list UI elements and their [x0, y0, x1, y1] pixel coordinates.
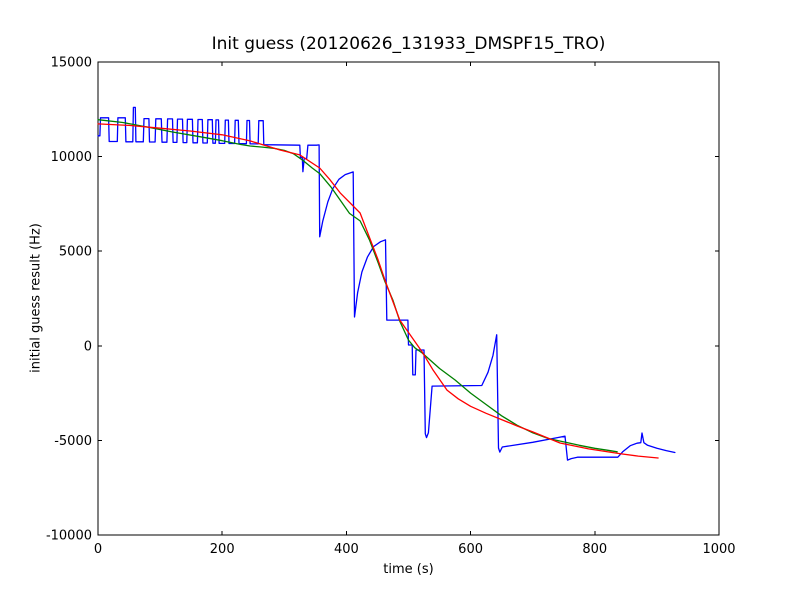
- y-tick-label: 5000: [59, 245, 92, 260]
- x-tick-label: 1000: [702, 542, 735, 557]
- red-model-fit-line: [97, 123, 659, 459]
- y-tick-label: 10000: [51, 150, 92, 165]
- y-axis-label: initial guess result (Hz): [28, 223, 44, 373]
- green-smoothed-guess-line: [97, 119, 618, 453]
- x-tick-label: 0: [94, 542, 102, 557]
- x-tick-label: 800: [582, 542, 607, 557]
- y-tick-label: -5000: [54, 434, 92, 449]
- x-tick-label: 200: [210, 542, 235, 557]
- y-tick-label: -10000: [46, 529, 92, 544]
- chart-title: Init guess (20120626_131933_DMSPF15_TRO): [211, 34, 606, 54]
- y-tick-label: 15000: [51, 56, 92, 71]
- x-tick-label: 400: [334, 542, 359, 557]
- x-axis-label: time (s): [383, 562, 434, 577]
- x-tick-label: 600: [458, 542, 483, 557]
- axes-frame: [97, 61, 720, 536]
- y-tick-label: 0: [84, 339, 92, 354]
